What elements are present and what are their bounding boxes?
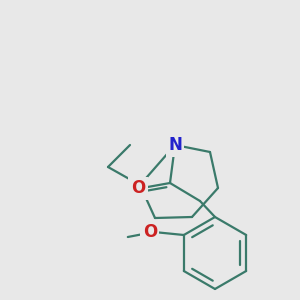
Text: O: O	[143, 223, 157, 241]
Text: N: N	[168, 136, 182, 154]
Text: O: O	[131, 179, 145, 197]
